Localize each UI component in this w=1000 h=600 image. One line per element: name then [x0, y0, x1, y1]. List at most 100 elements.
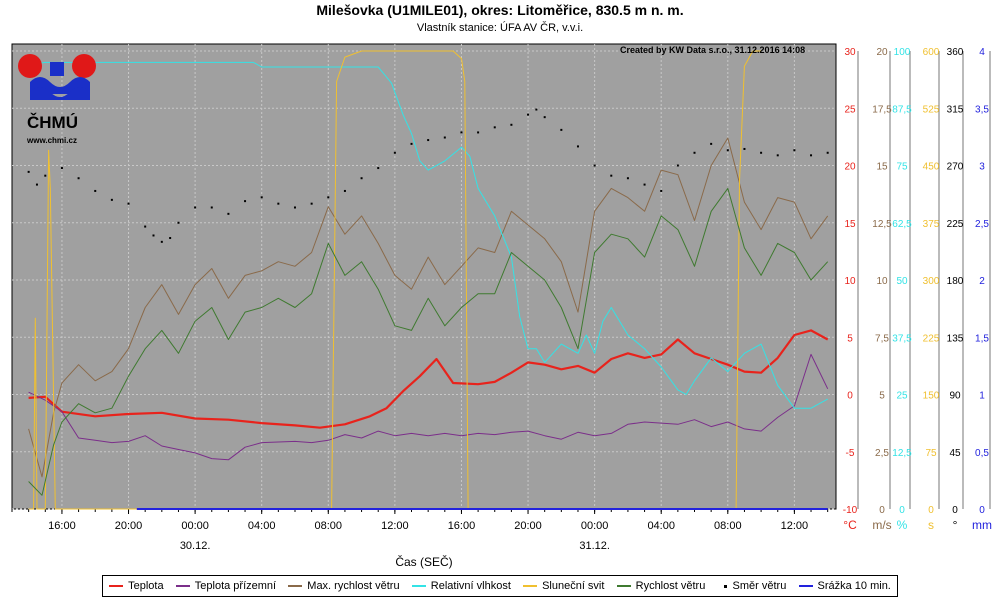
axis-tick-label-sun: 300 — [923, 276, 940, 287]
legend-label: Relativní vlhkost — [430, 580, 511, 592]
axis-tick-label-precip: 0,5 — [975, 448, 989, 459]
x-tick-label: 04:00 — [647, 520, 675, 532]
chart-svg: 16:00 20:00 00:00 04:00 08:00 12:00 16:00 20:00… — [11, 43, 992, 569]
series-point-sm-r-v-tru — [210, 206, 213, 209]
axis-tick-label-direction: 0 — [952, 505, 958, 516]
series-point-sm-r-v-tru — [726, 149, 729, 152]
series-line-teplota-p-zemn- — [28, 353, 829, 461]
legend-item: Sluneční svit — [523, 580, 604, 592]
legend-swatch — [798, 585, 813, 587]
series-point-sm-r-v-tru — [593, 164, 596, 167]
axis-tick-label-direction: 45 — [949, 448, 961, 459]
series-point-sm-r-v-tru — [610, 174, 613, 177]
series-line-relativn-vlhkost — [28, 61, 828, 409]
series-point-sm-r-v-tru — [676, 164, 679, 167]
legend-item: Směr větru — [718, 580, 786, 592]
legend-label: Sluneční svit — [542, 580, 605, 592]
series-point-sm-r-v-tru — [760, 151, 763, 154]
axis-tick-label-direction: 225 — [947, 219, 964, 230]
axis-tick-label-precip: 1 — [979, 391, 985, 402]
series-point-sm-r-v-tru — [576, 145, 579, 148]
x-tick-label: 08:00 — [315, 520, 343, 532]
series-point-sm-r-v-tru — [427, 139, 430, 142]
series-point-sm-r-v-tru — [360, 177, 363, 180]
x-date-label: 30.12. — [180, 540, 211, 552]
series-point-sm-r-v-tru — [77, 177, 80, 180]
axis-tick-label-humidity: 37,5 — [892, 333, 912, 344]
x-axis-label: Čas (SEČ) — [395, 554, 452, 569]
logo-url: www.chmi.cz — [27, 136, 77, 145]
axis-tick-label-precip: 3,5 — [975, 104, 989, 115]
series-point-sm-r-v-tru — [35, 183, 38, 186]
axis-tick-label-sun: 0 — [928, 505, 934, 516]
series-point-sm-r-v-tru — [810, 154, 813, 157]
axis-tick-label-temp: -10 — [843, 505, 858, 516]
x-tick-label: 20:00 — [115, 520, 143, 532]
legend-item: Relativní vlhkost — [411, 580, 511, 592]
axis-tick-label-temp: 25 — [844, 104, 856, 115]
axis-tick-label-direction: 180 — [947, 276, 964, 287]
axis-tick-label-precip: 3 — [979, 162, 985, 173]
series-point-sm-r-v-tru — [626, 177, 629, 180]
legend-label: Teplota — [128, 580, 164, 592]
axis-tick-label-precip: 1,5 — [975, 333, 989, 344]
axis-tick-label-humidity: 87,5 — [892, 104, 912, 115]
axis-tick-label-humidity: 100 — [894, 47, 911, 58]
chart-title: Milešovka (U1MILE01), okres: Litoměřice,… — [316, 2, 684, 18]
series-point-sm-r-v-tru — [776, 154, 779, 157]
series-point-sm-r-v-tru — [826, 151, 829, 154]
legend-item: Teplota přízemní — [175, 580, 277, 592]
axis-tick-label-wind: 12,5 — [872, 219, 892, 230]
series-point-sm-r-v-tru — [477, 131, 480, 134]
series-point-sm-r-v-tru — [410, 142, 413, 145]
logo-text: ČHMÚ — [27, 113, 78, 132]
series-point-sm-r-v-tru — [460, 131, 463, 134]
axis-tick-label-sun: 375 — [923, 219, 940, 230]
axis-tick-label-precip: 2 — [979, 276, 985, 287]
legend-label: Rychlost větru — [635, 580, 706, 592]
legend-label: Teplota přízemní — [194, 580, 277, 592]
axis-tick-label-temp: 0 — [847, 391, 853, 402]
axis-unit-precip: mm — [972, 518, 992, 532]
legend-item: Rychlost větru — [616, 580, 706, 592]
axis-tick-label-temp: 30 — [844, 47, 856, 58]
legend-item: Srážka 10 min. — [798, 580, 891, 592]
legend-swatch — [109, 585, 124, 587]
legend-swatch — [616, 585, 631, 587]
axis-tick-label-precip: 0 — [979, 505, 985, 516]
series-point-sm-r-v-tru — [643, 183, 646, 186]
credit-text: Created by KW Data s.r.o., 31.12.2016 14… — [620, 45, 806, 55]
series-point-sm-r-v-tru — [743, 147, 746, 150]
legend-label: Srážka 10 min. — [817, 580, 891, 592]
axis-tick-label-humidity: 62,5 — [892, 219, 912, 230]
axis-tick-label-sun: 450 — [923, 162, 940, 173]
series-point-sm-r-v-tru — [660, 189, 663, 192]
series-line-rychlost-v-tru — [28, 187, 829, 496]
series-point-sm-r-v-tru — [152, 234, 155, 237]
series-point-sm-r-v-tru — [793, 149, 796, 152]
x-tick-label: 12:00 — [781, 520, 809, 532]
axis-unit-direction: ° — [953, 518, 958, 532]
axis-tick-label-direction: 270 — [947, 162, 964, 173]
series-line-max-rychlost-v-tru — [28, 137, 829, 478]
series-point-sm-r-v-tru — [169, 237, 172, 240]
series-point-sm-r-v-tru — [260, 196, 263, 199]
axis-tick-label-temp: 5 — [847, 333, 853, 344]
legend-swatch — [288, 585, 303, 587]
axis-tick-label-sun: 525 — [923, 104, 940, 115]
axis-tick-label-sun: 150 — [923, 391, 940, 402]
series-point-sm-r-v-tru — [27, 170, 30, 173]
axis-tick-label-humidity: 50 — [896, 276, 908, 287]
series-point-sm-r-v-tru — [343, 189, 346, 192]
series-point-sm-r-v-tru — [127, 202, 130, 205]
axis-unit-wind: m/s — [872, 518, 891, 532]
series-point-sm-r-v-tru — [110, 198, 113, 201]
chart-subtitle: Vlastník stanice: ÚFA AV ČR, v.v.i. — [416, 22, 584, 34]
legend: Teplota Teplota přízemní Max. rychlost vět… — [102, 575, 898, 597]
series-point-sm-r-v-tru — [144, 225, 147, 228]
axis-tick-label-precip: 2,5 — [975, 219, 989, 230]
axis-tick-label-temp: 20 — [844, 162, 856, 173]
axis-tick-label-direction: 135 — [947, 333, 964, 344]
series-point-sm-r-v-tru — [277, 202, 280, 205]
axis-tick-label-humidity: 12,5 — [892, 448, 912, 459]
